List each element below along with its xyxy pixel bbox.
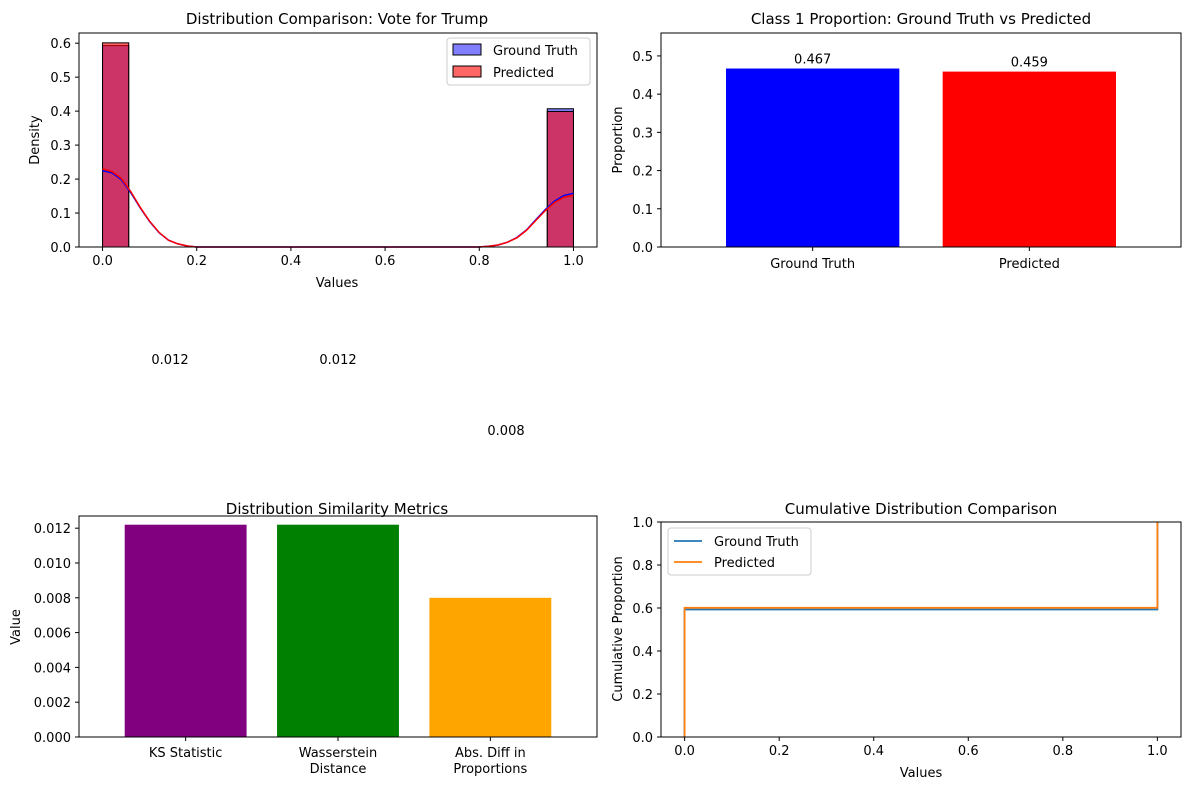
cdf-ytick-label: 0.0	[632, 731, 653, 746]
hist-axes-frame	[78, 32, 598, 248]
prop-ytick-label: 0.4	[632, 88, 653, 103]
hist-ytick-label: 0.3	[50, 139, 71, 154]
hist-xtick-label: 1.0	[563, 254, 584, 269]
metrics-ytick-label: 0.002	[34, 696, 71, 711]
hist-ylabel: Density	[28, 115, 43, 165]
cdf-xtick-label: 0.8	[1052, 744, 1073, 759]
prop-ytick-label: 0.0	[632, 241, 653, 256]
hist-bar-predicted-1	[546, 110, 574, 248]
cdf-ytick-label: 0.4	[632, 645, 653, 660]
cdf-panel: Cumulative Distribution Comparison 0.0 0.…	[611, 500, 1182, 781]
prop-title: Class 1 Proportion: Ground Truth vs Pred…	[751, 10, 1091, 28]
cdf-ytick-label: 0.8	[632, 559, 653, 574]
prop-ytick-label: 0.3	[632, 126, 653, 141]
metrics-bar-ks-statistic	[124, 524, 247, 737]
cdf-title: Cumulative Distribution Comparison	[785, 500, 1057, 518]
metrics-xtick-label: KS Statistic	[149, 746, 223, 761]
prop-value-label: 0.459	[1011, 56, 1048, 71]
prop-bar-ground-truth	[726, 68, 900, 248]
hist-ytick-label: 0.4	[50, 105, 71, 120]
cdf-xtick-label: 0.4	[863, 744, 884, 759]
metrics-bar-abs-diff-in-proportions	[429, 597, 552, 737]
cdf-ytick-label: 0.6	[632, 602, 653, 617]
proportion-panel: Class 1 Proportion: Ground Truth vs Pred…	[611, 10, 1182, 272]
histogram-panel: Distribution Comparison: Vote for Trump …	[28, 10, 598, 291]
prop-xtick-label: Ground Truth	[770, 257, 855, 272]
hist-bar-predicted-0	[102, 42, 130, 248]
metrics-ytick-label: 0.004	[34, 661, 71, 676]
prop-axes-frame	[660, 32, 1182, 248]
metrics-title: Distribution Similarity Metrics	[226, 500, 449, 518]
metrics-ytick-label: 0.000	[34, 731, 71, 746]
prop-bar-predicted	[942, 71, 1116, 247]
prop-value-label: 0.467	[794, 53, 831, 68]
cdf-ylabel: Cumulative Proportion	[611, 556, 626, 701]
hist-ytick-label: 0.0	[50, 241, 71, 256]
cdf-xtick-label: 0.2	[769, 744, 790, 759]
hist-xtick-label: 0.8	[469, 254, 490, 269]
hist-xtick-label: 0.6	[375, 254, 396, 269]
hist-xlabel: Values	[316, 276, 359, 291]
metrics-ytick-label: 0.006	[34, 627, 71, 642]
hist-xtick-label: 0.2	[186, 254, 207, 269]
cdf-legend: Ground Truth Predicted	[667, 527, 812, 576]
metrics-ytick-label: 0.008	[34, 592, 71, 607]
cdf-ytick-label: 0.2	[632, 688, 653, 703]
metrics-panel: Distribution Similarity Metrics 0.000 0.0…	[9, 353, 598, 777]
hist-xtick-label: 0.4	[281, 254, 302, 269]
hist-title: Distribution Comparison: Vote for Trump	[186, 10, 488, 28]
metrics-value-label: 0.008	[487, 424, 524, 439]
metrics-value-label: 0.012	[151, 353, 188, 368]
prop-ytick-label: 0.1	[632, 203, 653, 218]
cdf-legend-label-predicted: Predicted	[714, 556, 775, 571]
prop-ytick-label: 0.5	[632, 50, 653, 65]
prop-xtick-label: Predicted	[999, 257, 1060, 272]
hist-legend: Ground Truth Predicted	[446, 37, 591, 86]
hist-ytick-label: 0.5	[50, 71, 71, 86]
cdf-xtick-label: 1.0	[1147, 744, 1168, 759]
prop-ytick-label: 0.2	[632, 165, 653, 180]
hist-legend-label-ground-truth: Ground Truth	[493, 44, 578, 59]
hist-legend-swatch-ground-truth	[452, 43, 482, 56]
metrics-ylabel: Value	[9, 609, 24, 645]
metrics-ytick-label: 0.010	[34, 557, 71, 572]
metrics-xtick-label: Abs. Diff in Proportions	[453, 746, 527, 777]
cdf-axes-frame	[660, 521, 1182, 738]
metrics-ytick-label: 0.012	[34, 522, 71, 537]
cdf-ytick-label: 1.0	[632, 516, 653, 531]
cdf-line-predicted	[683, 522, 1159, 737]
hist-ytick-label: 0.2	[50, 173, 71, 188]
hist-ytick-label: 0.6	[50, 37, 71, 52]
metrics-xtick-label: Wasserstein Distance	[299, 746, 378, 777]
cdf-legend-label-ground-truth: Ground Truth	[714, 535, 799, 550]
hist-legend-swatch-predicted	[452, 65, 482, 78]
metrics-value-label: 0.012	[319, 353, 356, 368]
hist-xtick-label: 0.0	[92, 254, 113, 269]
prop-ylabel: Proportion	[611, 106, 626, 173]
cdf-xtick-label: 0.6	[958, 744, 979, 759]
metrics-bar-wasserstein-distance	[277, 524, 399, 737]
hist-ytick-label: 0.1	[50, 207, 71, 222]
cdf-xtick-label: 0.0	[674, 744, 695, 759]
hist-legend-label-predicted: Predicted	[493, 66, 554, 81]
cdf-xlabel: Values	[900, 766, 943, 781]
